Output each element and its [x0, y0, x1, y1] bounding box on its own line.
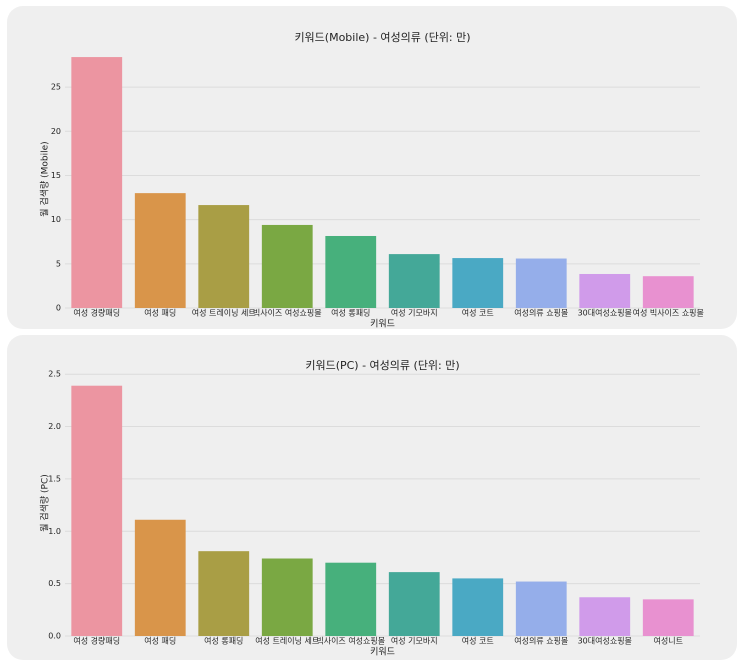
x-tick-label: 여성 트레이닝 세트: [192, 308, 256, 318]
x-tick-label: 여성 패딩: [144, 308, 176, 318]
y-tick-label: 1.5: [48, 474, 61, 483]
y-axis-label: 월 검색량 (PC): [39, 474, 51, 532]
x-tick-label: 여성 빅사이즈 쇼핑몰: [633, 308, 704, 318]
x-tick-label: 여성 코트: [462, 636, 494, 646]
x-tick-label: 여성 기모바지: [391, 308, 438, 318]
bar: [579, 273, 631, 308]
x-tick-label: 여성의류 쇼핑몰: [514, 636, 568, 646]
y-tick-label: 0.5: [48, 579, 61, 588]
x-tick-label: 여성 코트: [462, 308, 494, 318]
y-tick-label: 2.5: [48, 370, 61, 379]
x-tick-label: 여성 경량패딩: [73, 636, 120, 646]
bar: [71, 385, 123, 636]
y-tick-label: 1.0: [48, 527, 61, 536]
y-tick-label: 10: [51, 215, 61, 224]
x-tick-label: 여성 기모바지: [391, 636, 438, 646]
bar: [642, 599, 694, 636]
x-tick-label: 빅사이즈 여성쇼핑몰: [316, 636, 385, 646]
bar: [71, 57, 123, 308]
bar: [198, 205, 250, 308]
x-tick-label: 여성 롱패딩: [204, 636, 243, 646]
x-tick-label: 여성 패딩: [144, 636, 176, 646]
x-tick-label: 여성 롱패딩: [331, 308, 370, 318]
bar: [261, 558, 313, 636]
y-tick-label: 0.0: [48, 632, 61, 641]
bar: [452, 578, 504, 636]
bar: [388, 254, 440, 308]
x-tick-label: 여성의류 쇼핑몰: [514, 308, 568, 318]
bar: [325, 235, 377, 308]
bar: [261, 224, 313, 308]
x-tick-label: 여성 경량패딩: [73, 308, 120, 318]
panel: [7, 335, 737, 660]
bar: [515, 581, 567, 636]
bar: [198, 551, 250, 636]
y-tick-label: 20: [51, 127, 61, 136]
y-tick-label: 2.0: [48, 422, 61, 431]
x-tick-label: 여성 트레이닝 세트: [255, 636, 319, 646]
bar: [134, 519, 186, 636]
bar: [325, 562, 377, 636]
bar: [452, 258, 504, 308]
y-tick-label: 0: [56, 304, 61, 313]
x-axis-label: 키워드: [370, 319, 395, 330]
bar: [388, 572, 440, 636]
y-tick-label: 15: [51, 171, 61, 180]
y-axis-label: 월 검색량 (Mobile): [39, 141, 51, 216]
y-tick-label: 25: [51, 83, 61, 92]
bar: [642, 276, 694, 308]
chart-title: 키워드(Mobile) - 여성의류 (단위: 만): [294, 31, 470, 44]
x-tick-label: 30대여성쇼핑몰: [578, 636, 632, 646]
x-tick-label: 30대여성쇼핑몰: [578, 308, 632, 318]
x-tick-label: 여성니트: [654, 636, 683, 646]
x-axis-label: 키워드: [370, 647, 395, 658]
x-tick-label: 빅사이즈 여성쇼핑몰: [253, 308, 322, 318]
bar: [515, 258, 567, 308]
y-tick-label: 5: [56, 259, 61, 268]
bar: [579, 597, 631, 636]
chart-title: 키워드(PC) - 여성의류 (단위: 만): [305, 359, 459, 372]
bar: [134, 193, 186, 308]
